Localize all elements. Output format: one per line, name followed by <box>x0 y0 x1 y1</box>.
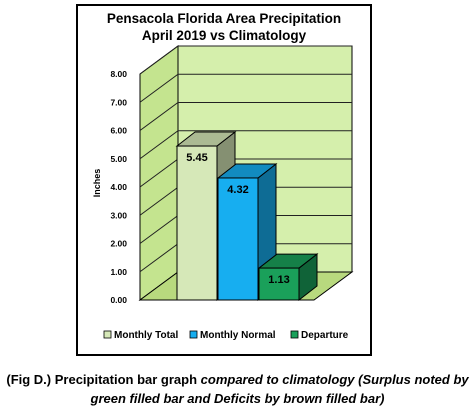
bar <box>217 177 259 301</box>
y-tick-label: 5.00 <box>110 154 127 164</box>
legend-swatch <box>189 330 198 339</box>
chart-title: Pensacola Florida Area Precipitation <box>107 11 341 26</box>
y-tick-label: 1.00 <box>110 267 127 277</box>
y-tick-label: 0.00 <box>110 295 127 305</box>
bar-data-label: 1.13 <box>268 274 289 286</box>
legend-label: Departure <box>301 330 349 341</box>
y-tick-label: 7.00 <box>110 97 127 107</box>
bar <box>176 145 218 301</box>
figure-caption: (Fig D.) Precipitation bar graph compare… <box>0 370 475 408</box>
gridline <box>139 45 352 75</box>
legend-label: Monthly Total <box>114 330 178 341</box>
gridline <box>139 73 352 103</box>
y-tick-label: 3.00 <box>110 210 127 220</box>
legend-swatch <box>290 330 299 339</box>
y-axis-label: Inches <box>92 169 102 198</box>
gridline <box>139 130 352 160</box>
bar <box>258 267 300 301</box>
gridline <box>139 102 352 131</box>
bar-data-label: 5.45 <box>186 152 207 164</box>
y-tick-label: 8.00 <box>110 69 127 79</box>
legend-swatch <box>103 330 112 339</box>
caption-lead: (Fig D.) Precipitation bar graph <box>6 372 201 387</box>
caption-rest: compared to climatology (Surplus noted b… <box>90 372 469 406</box>
y-tick-label: 2.00 <box>110 239 127 249</box>
y-tick-label: 6.00 <box>110 126 127 136</box>
y-tick-label: 4.00 <box>110 182 127 192</box>
legend-label: Monthly Normal <box>200 330 276 341</box>
bar-data-label: 4.32 <box>227 184 248 196</box>
chart-title: April 2019 vs Climatology <box>142 28 307 43</box>
